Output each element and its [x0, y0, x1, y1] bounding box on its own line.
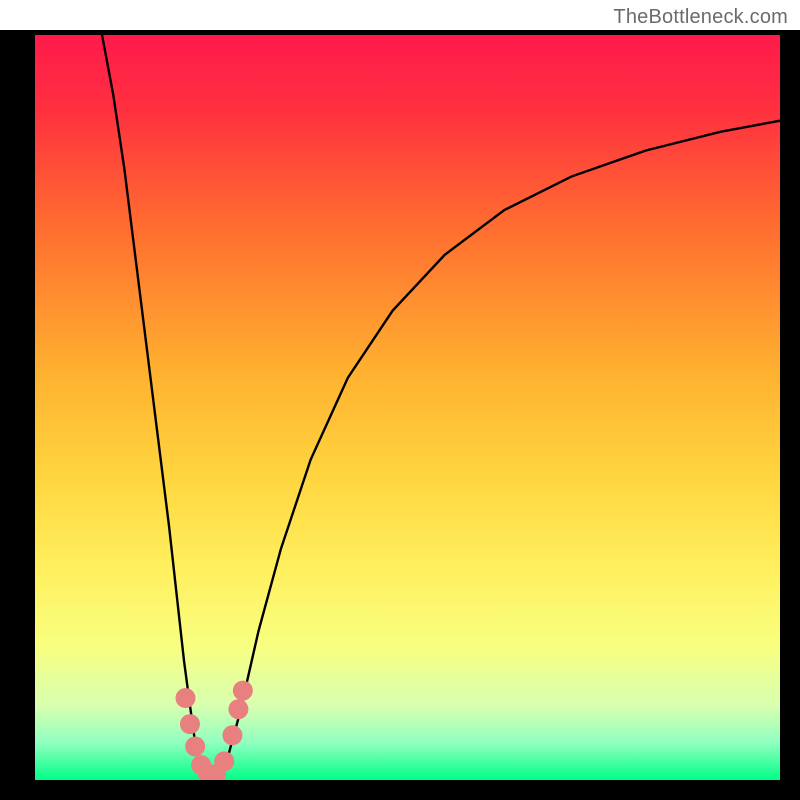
marker-dot: [222, 725, 242, 745]
marker-dot: [214, 751, 234, 771]
marker-dot: [233, 681, 253, 701]
bottleneck-chart: [0, 0, 800, 800]
chart-root: TheBottleneck.com: [0, 0, 800, 800]
marker-dot: [228, 699, 248, 719]
plot-background: [35, 35, 780, 780]
frame-border-right: [780, 0, 800, 800]
watermark-label: TheBottleneck.com: [613, 6, 788, 29]
marker-dot: [185, 736, 205, 756]
marker-dot: [180, 714, 200, 734]
frame-border-bottom: [0, 780, 800, 800]
frame-border-left: [0, 0, 35, 800]
marker-dot: [175, 688, 195, 708]
